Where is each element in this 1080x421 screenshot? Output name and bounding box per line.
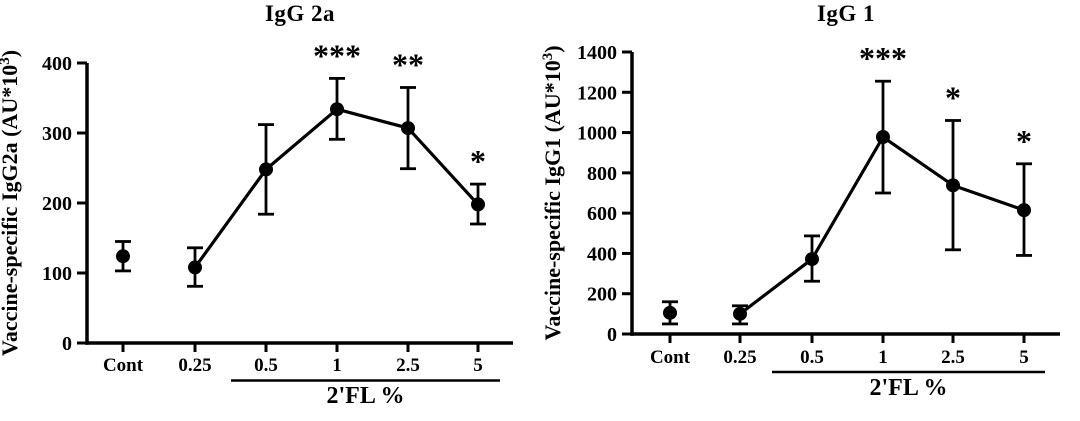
significance-marker: ***: [313, 37, 361, 73]
y-axis-tick-label: 0: [607, 324, 617, 346]
data-point-marker: [946, 178, 960, 193]
data-point-marker: [663, 305, 677, 320]
x-axis-tick-label: 0.5: [800, 347, 824, 368]
y-axis-tick-label: 1400: [577, 42, 617, 64]
y-axis-title: Vaccine-specific IgG1 (AU*103): [540, 45, 565, 340]
data-point-marker: [188, 260, 202, 275]
significance-marker: **: [392, 47, 424, 83]
x-axis-tick-label: 1: [332, 355, 342, 376]
y-axis-tick-label: 400: [587, 243, 617, 265]
chart-igg1: 0 200 400 600 800 1000 1200 1400 Cont 0.25 0.5 1 2.5…: [540, 40, 1060, 374]
y-axis-tick-label: 600: [587, 203, 617, 225]
x-axis-group-label-igg1: 2'FL %: [869, 375, 948, 401]
chart-igg2a: 0 100 200 300 400 Cont 0.25 0.5 1 2.5 5 Vaccine-spe…: [0, 37, 513, 382]
x-axis-tick-label: 1: [878, 347, 888, 368]
data-point-marker: [259, 162, 273, 177]
x-axis-tick-label: 5: [1019, 347, 1029, 368]
data-point-marker: [805, 252, 819, 267]
x-axis-group-label-igg2a: 2'FL %: [326, 383, 405, 409]
x-axis-tick-label: 5: [473, 355, 483, 376]
x-axis-tick-label: 0.25: [178, 355, 211, 376]
x-axis-tick-label: Cont: [650, 347, 691, 368]
y-axis-title: Vaccine-specific IgG2a (AU*103): [0, 50, 22, 356]
data-point-marker: [116, 249, 130, 264]
data-point-marker: [330, 102, 344, 117]
data-point-marker: [733, 306, 747, 321]
significance-marker: *: [945, 79, 961, 115]
data-point-marker: [1017, 203, 1031, 218]
data-point-marker: [471, 197, 485, 212]
chart-title-igg2a: IgG 2a: [264, 1, 336, 26]
y-axis-tick-label: 300: [42, 123, 72, 145]
significance-marker: ***: [859, 40, 907, 76]
x-axis-tick-label: Cont: [103, 355, 144, 376]
y-axis-tick-label: 400: [42, 53, 72, 75]
x-axis-tick-label: 0.25: [723, 347, 756, 368]
y-axis-tick-label: 0: [62, 333, 72, 355]
y-axis-tick-label: 100: [42, 263, 72, 285]
y-axis-tick-label: 200: [42, 193, 72, 215]
x-axis-tick-label: 0.5: [254, 355, 278, 376]
chart-title-igg1: IgG 1: [816, 1, 876, 26]
x-axis-tick-label: 2.5: [941, 347, 965, 368]
data-point-marker: [401, 121, 415, 136]
y-axis-tick-label: 1000: [577, 123, 617, 145]
y-axis-tick-label: 200: [587, 284, 617, 306]
x-axis-tick-label: 2.5: [396, 355, 420, 376]
y-axis-tick-label: 1200: [577, 82, 617, 104]
data-point-marker: [876, 130, 890, 145]
significance-marker: *: [470, 143, 486, 179]
significance-marker: *: [1016, 123, 1032, 159]
y-axis-tick-label: 800: [587, 163, 617, 185]
